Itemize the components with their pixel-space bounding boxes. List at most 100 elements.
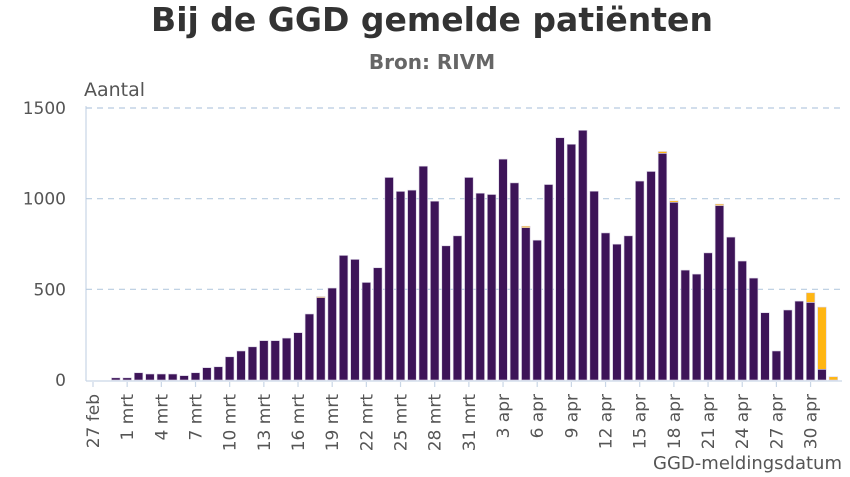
bar-segment-reported [555,137,565,381]
bar-segment-reported [749,277,759,381]
bar-segment-reported [714,205,725,381]
x-tick-label: 19 mrt [323,394,343,452]
x-tick-label: 21 apr [699,394,719,449]
x-tick-label: 6 apr [528,394,548,438]
bar-segment-reported [270,340,280,381]
bar-segment-reported [669,201,679,381]
bar-segment-reported [657,153,668,381]
bar-segment-reported [395,191,406,381]
x-tick-label: 25 mrt [392,394,412,452]
x-tick-label: 31 mrt [460,394,480,452]
bar-segment-reported [133,372,144,381]
bar-segment-reported [623,235,633,381]
bar-segment-reported [179,375,189,381]
bar-segment-reported [145,373,155,381]
bar-segment-reported [600,232,611,381]
x-tick-label: 27 feb [84,394,104,448]
chart-subtitle: Bron: RIVM [369,50,495,74]
y-tick-label: 1500 [23,99,66,119]
bar-segment-reported [646,171,656,381]
bar-segment-reported [737,260,747,381]
bar-segment-reported [612,243,622,381]
bar-segment-reported [760,312,770,381]
bar-segment-recent [316,296,326,298]
x-tick-label: 22 mrt [357,394,377,452]
bar-segment-reported [635,180,645,381]
y-axis-label: Aantal [84,79,145,101]
bar-segment-reported [509,182,520,381]
bar-segment-reported [578,130,588,381]
bar-segment-reported [771,350,781,381]
bar-segment-reported [213,366,223,381]
bar-segment-reported [202,367,212,381]
bar-segment-reported [783,309,793,381]
x-tick-label: 30 apr [802,394,822,449]
bar-segment-reported [407,189,417,381]
bar-segment-reported [817,369,827,381]
bar-segment-reported [304,313,315,381]
bar-segment-reported [418,165,428,381]
bar-segment-reported [726,236,736,381]
bar-segment-reported [247,346,258,381]
bar-segment-reported [521,227,531,381]
x-tick-label: 10 mrt [221,394,241,452]
bar-segment-reported [805,302,816,381]
bar-segment-recent [521,225,531,228]
y-tick-label: 500 [34,280,66,300]
bar-segment-reported [316,297,326,381]
bar-segment-recent [714,203,725,206]
bar-segment-reported [475,192,485,381]
bar-segment-recent [657,151,668,154]
bar-segment-recent [828,376,838,381]
bar-segment-reported [441,245,451,381]
bar-segment-reported [373,267,383,381]
bar-segment-recent [817,306,827,370]
x-tick-label: 9 apr [562,394,582,438]
x-tick-label: 18 apr [665,394,685,449]
bar-segment-reported [111,377,121,381]
bar-segment-reported [703,252,713,381]
bar-segment-reported [532,239,542,381]
bar-segment-recent [805,292,816,303]
bar-segment-reported [680,269,690,381]
x-tick-label: 16 mrt [289,394,309,452]
x-tick-label: 3 apr [494,394,514,438]
chart-title: Bij de GGD gemelde patiënten [151,0,713,39]
x-tick-label: 12 apr [597,394,617,449]
bar-segment-reported [168,373,178,381]
bar-segment-reported [543,184,554,381]
bar-segment-reported [327,287,337,381]
bar-segment-reported [692,273,702,381]
x-axis-label: GGD-meldingsdatum [653,453,842,474]
bar-segment-reported [464,177,474,381]
bar-segment-reported [589,190,599,381]
x-tick-label: 13 mrt [255,394,275,452]
x-tick-label: 27 apr [767,394,787,449]
bar-segment-reported [259,340,269,381]
x-tick-label: 24 apr [733,394,753,449]
bar-segment-reported [190,372,201,381]
bar-segment-reported [452,235,463,381]
bar-segment-reported [282,337,292,381]
bar-segment-reported [122,377,132,381]
bar-segment-recent [669,200,679,203]
bar-segment-reported [156,373,166,381]
bar-segment-reported [384,177,394,381]
y-tick-label: 0 [55,371,66,391]
bar-segment-reported [361,282,371,381]
bar-segment-reported [350,259,360,381]
x-tick-label: 1 mrt [118,394,138,441]
bar-segment-reported [498,158,508,381]
bar-segment-reported [487,194,497,381]
bar-segment-reported [794,300,804,381]
bar-segment-reported [293,332,303,381]
x-tick-label: 28 mrt [426,394,446,452]
bar-segment-reported [430,200,440,381]
bar-segment-reported [225,356,235,381]
y-tick-label: 1000 [23,190,66,210]
x-tick-label: 15 apr [631,394,651,449]
bar-segment-reported [566,143,576,381]
x-tick-label: 4 mrt [152,394,172,441]
